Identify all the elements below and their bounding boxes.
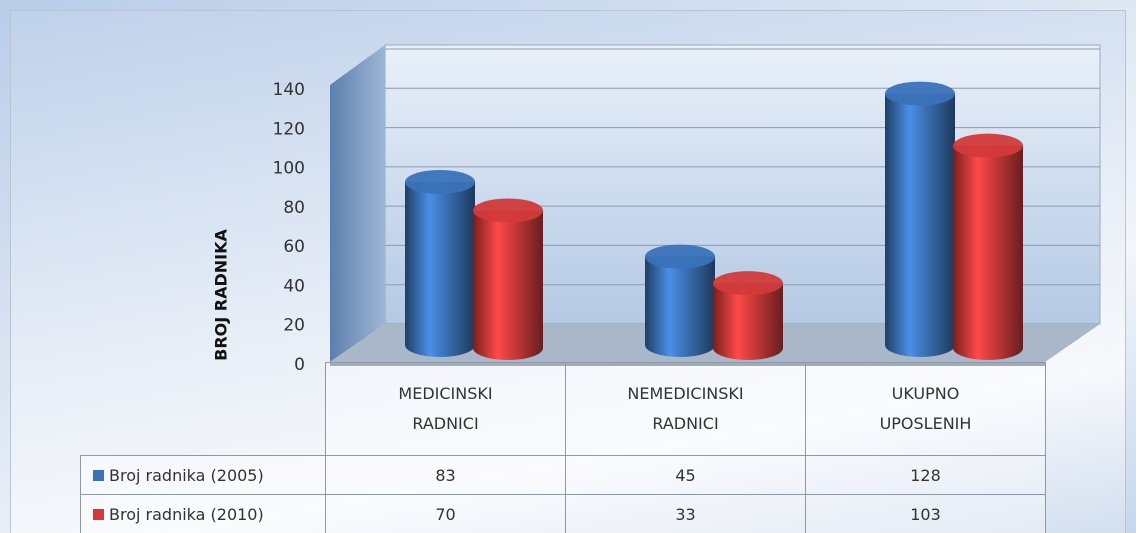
category-label: MEDICINSKI RADNICI — [325, 362, 566, 456]
cylinder-top — [405, 169, 475, 194]
category-label: UKUPNO UPOSLENIH — [805, 362, 1046, 456]
table-value: 103 — [805, 494, 1046, 533]
table-value: 33 — [565, 494, 806, 533]
category-label: NEMEDICINSKI RADNICI — [565, 362, 806, 456]
cylinder-top — [645, 244, 715, 269]
y-tick-label: 0 — [294, 355, 305, 375]
floor-edge — [330, 362, 1045, 366]
cylinder-top — [953, 133, 1023, 158]
legend-label: Broj radnika (2005) — [109, 465, 264, 485]
y-tick-label: 40 — [283, 276, 305, 296]
y-tick-label: 20 — [283, 316, 305, 336]
cylinder — [473, 210, 543, 360]
y-tick-label: 100 — [273, 159, 305, 179]
legend-entry: Broj radnika (2010) — [80, 494, 326, 533]
legend-entry: Broj radnika (2005) — [80, 455, 326, 495]
y-tick-label: 120 — [273, 119, 305, 139]
cylinder-top — [885, 81, 955, 106]
cylinder — [645, 256, 715, 357]
table-value: 83 — [325, 455, 566, 495]
cylinder — [953, 145, 1023, 360]
y-axis-label: BROJ RADNIKA — [212, 229, 231, 361]
cylinder-top — [713, 271, 783, 296]
table-value: 70 — [325, 494, 566, 533]
cylinder-top — [473, 198, 543, 223]
table-value: 128 — [805, 455, 1046, 495]
y-tick-label: 60 — [283, 237, 305, 257]
y-tick-label: 140 — [273, 80, 305, 100]
cylinder — [885, 93, 955, 358]
side-wall — [330, 45, 385, 362]
cylinder — [713, 283, 783, 360]
y-tick-label: 80 — [283, 198, 305, 218]
legend-swatch — [93, 508, 104, 520]
legend-label: Broj radnika (2010) — [109, 504, 264, 524]
cylinder — [405, 181, 475, 357]
legend-swatch — [93, 469, 104, 481]
table-value: 45 — [565, 455, 806, 495]
